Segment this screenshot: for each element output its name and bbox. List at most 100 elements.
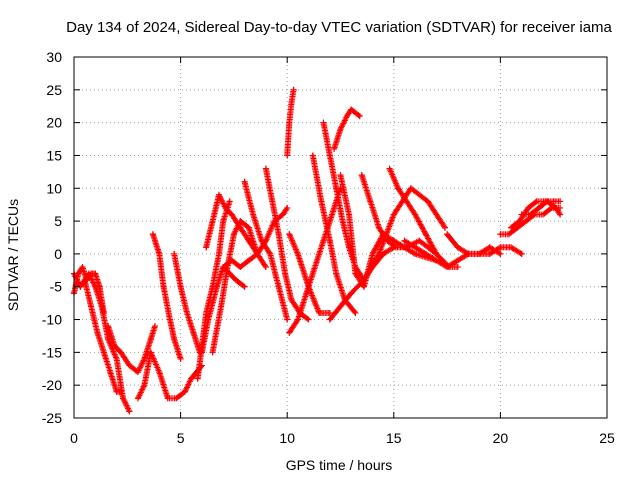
data-point: [360, 283, 367, 290]
data-point: [395, 185, 402, 192]
data-point: [267, 250, 274, 257]
plot-border: [73, 56, 608, 419]
data-point: [533, 198, 540, 205]
data-point: [311, 264, 318, 271]
data-point: [552, 204, 559, 211]
series-sat-d: [105, 323, 159, 376]
data-point: [258, 237, 265, 244]
data-point: [160, 283, 167, 290]
data-point: [454, 257, 461, 264]
y-tick-label: 5: [54, 213, 62, 229]
data-point: [518, 250, 525, 257]
data-point: [516, 218, 523, 225]
data-point: [156, 250, 163, 257]
data-point: [337, 303, 344, 310]
x-tick-label: 0: [70, 430, 78, 446]
data-point: [218, 303, 225, 310]
data-point: [403, 198, 410, 205]
series-sat-v: [358, 172, 440, 257]
data-point: [203, 244, 210, 251]
data-point: [305, 316, 312, 323]
data-point: [544, 198, 551, 205]
data-point: [333, 185, 340, 192]
data-point: [222, 204, 229, 211]
data-point: [96, 283, 103, 290]
data-point: [166, 316, 173, 323]
data-point: [525, 204, 532, 211]
series-sat-o: [284, 86, 297, 159]
data-point: [226, 198, 233, 205]
data-point: [328, 211, 335, 218]
data-point: [390, 211, 397, 218]
data-point: [288, 296, 295, 303]
data-point: [275, 283, 282, 290]
data-point: [241, 178, 248, 185]
y-axis-label: SDTVAR / TECUs: [5, 199, 21, 311]
data-point: [454, 244, 461, 251]
data-point: [269, 198, 276, 205]
data-point: [476, 250, 483, 257]
data-point: [100, 309, 107, 316]
chart-title: Day 134 of 2024, Sidereal Day-to-day VTE…: [66, 19, 612, 36]
data-point: [412, 250, 419, 257]
data-point: [164, 395, 171, 402]
data-point: [454, 264, 461, 271]
data-point: [444, 264, 451, 271]
data-point: [111, 342, 118, 349]
data-point: [422, 231, 429, 238]
data-point: [190, 329, 197, 336]
data-point: [294, 316, 301, 323]
data-point: [126, 362, 133, 369]
data-point: [183, 309, 190, 316]
data-point: [305, 283, 312, 290]
data-point: [254, 250, 261, 257]
data-point: [412, 211, 419, 218]
data-point: [346, 244, 353, 251]
x-tick-label: 25: [599, 430, 615, 446]
axis-ticks: 0 5 10 15 20 25 -25 -20 -15 -10 -5 0 5 10 15 20 25 30: [42, 49, 615, 446]
x-tick-label: 20: [493, 430, 509, 446]
data-point: [279, 211, 286, 218]
data-point: [367, 198, 374, 205]
x-tick-label: 10: [279, 430, 295, 446]
data-point: [288, 99, 295, 106]
data-point: [320, 237, 327, 244]
data-point: [284, 316, 291, 323]
data-point: [444, 231, 451, 238]
data-point: [346, 211, 353, 218]
data-point: [286, 329, 293, 336]
series-sat-f: [149, 231, 184, 362]
data-point: [557, 211, 564, 218]
data-point: [375, 250, 382, 257]
y-tick-label: 0: [54, 246, 62, 262]
data-point: [303, 290, 310, 297]
data-point: [369, 250, 376, 257]
data-point: [237, 218, 244, 225]
y-tick-label: -5: [50, 279, 63, 295]
data-point: [241, 283, 248, 290]
y-tick-label: 10: [46, 180, 62, 196]
y-tick-label: -20: [42, 377, 62, 393]
data-point: [412, 244, 419, 251]
series-sat-z: [444, 231, 525, 257]
data-point: [401, 237, 408, 244]
data-point: [416, 237, 423, 244]
series-sat-c: [81, 277, 124, 395]
data-point: [209, 218, 216, 225]
x-tick-label: 5: [177, 430, 185, 446]
data-point: [320, 119, 327, 126]
data-point: [358, 172, 365, 179]
series-sat-t: [331, 106, 363, 152]
data-point: [262, 264, 269, 271]
data-point: [497, 250, 504, 257]
y-tick-label: -25: [42, 410, 62, 426]
data-point: [141, 382, 148, 389]
data-point: [275, 231, 282, 238]
data-point: [337, 172, 344, 179]
data-point: [337, 126, 344, 133]
series-sat-q: [286, 231, 333, 316]
data-point: [215, 250, 222, 257]
data-point: [352, 309, 359, 316]
data-point: [126, 408, 133, 415]
data-point: [522, 218, 529, 225]
